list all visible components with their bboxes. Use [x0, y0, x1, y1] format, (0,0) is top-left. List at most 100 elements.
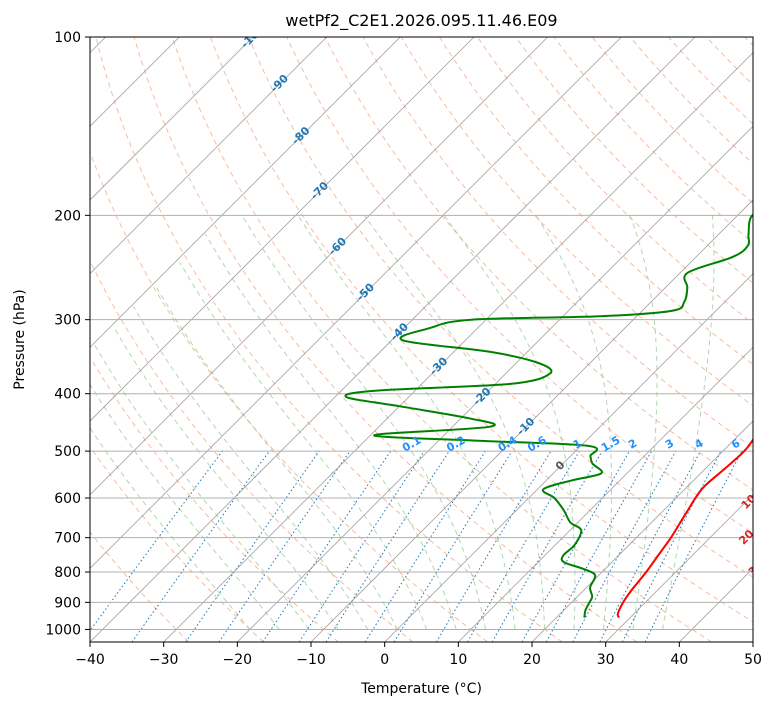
y-tick-label: 300 — [54, 313, 81, 329]
isotherm-line — [90, 37, 327, 275]
isotherm-label: -90 — [268, 72, 291, 95]
dry-adiabat-line — [133, 37, 638, 642]
moist-adiabats — [90, 215, 715, 630]
isotherm-label: -40 — [388, 320, 411, 343]
mixing-ratio-label: 3 — [663, 437, 676, 452]
mixing-ratio-line — [325, 450, 450, 642]
mixing-ratio-line — [185, 450, 320, 642]
mixing-ratio-line — [572, 450, 677, 642]
y-axis-title: Pressure (hPa) — [12, 289, 28, 389]
isotherm-line — [90, 37, 475, 422]
x-axis: −40 −30 −20 −10 0 10 20 30 40 50 — [75, 642, 762, 668]
mixing-ratio-line — [393, 450, 513, 642]
isotherm-label: -30 — [427, 354, 450, 377]
dry-adiabats — [90, 37, 753, 642]
isotherm-line — [90, 37, 254, 201]
plot-frame — [89, 36, 754, 643]
mixing-ratio-line — [467, 450, 580, 642]
dry-adiabat-line — [210, 37, 753, 623]
isotherm-line — [90, 37, 622, 569]
x-tick-label: 20 — [523, 652, 541, 668]
mixing-ratio-line — [435, 450, 552, 642]
mixing-ratio-line — [218, 450, 351, 642]
isotherm-line — [384, 273, 753, 642]
x-tick-label: 50 — [744, 652, 762, 668]
line-labels: 0.10.20.40.611.52346810131620253036-100-… — [238, 37, 775, 603]
isotherm-line — [752, 641, 753, 642]
temperature-profile-line — [616, 437, 753, 619]
x-tick-label: −30 — [149, 652, 179, 668]
mixing-ratio-line — [364, 450, 486, 642]
dry-adiabat-line — [90, 531, 190, 642]
mixing-ratio-line — [298, 450, 425, 642]
dry-adiabat-line — [90, 259, 414, 642]
dry-adiabat-line — [324, 37, 753, 491]
moist-adiabat-line — [241, 215, 487, 630]
dry-adiabat-line — [286, 37, 753, 534]
profiles — [344, 213, 753, 619]
mixing-ratio-label: 8 — [755, 437, 768, 452]
mixing-ratio-line — [644, 450, 743, 642]
x-tick-label: −20 — [223, 652, 253, 668]
y-tick-label: 600 — [54, 491, 81, 507]
y-tick-label: 900 — [54, 595, 81, 611]
dry-adiabat-line — [90, 150, 488, 642]
mixing-ratio-line — [545, 450, 653, 642]
dry-adiabat-line — [90, 356, 339, 642]
dry-adiabat-line — [744, 37, 753, 47]
x-tick-label: 0 — [380, 652, 389, 668]
dry-adiabat-line — [477, 37, 753, 325]
mixing-ratio-line — [90, 450, 223, 632]
x-tick-label: 30 — [597, 652, 615, 668]
dry-adiabat-label: 10 — [739, 492, 759, 512]
isotherm-line — [90, 37, 696, 642]
isotherm-line — [310, 199, 753, 642]
moist-adiabat-line — [535, 215, 612, 630]
y-tick-label: 500 — [54, 444, 81, 460]
dry-adiabat-line — [668, 37, 753, 125]
dry-adiabat-label: 40 — [765, 583, 775, 603]
dewpoint-profile-line — [344, 213, 753, 618]
x-tick-label: 10 — [449, 652, 467, 668]
isotherm-label: -10 — [514, 415, 537, 438]
isotherm-line — [679, 567, 753, 642]
y-tick-label: 700 — [54, 531, 81, 547]
moist-adiabat-line — [90, 383, 280, 630]
dry-adiabat-label: 30 — [746, 558, 766, 578]
moist-adiabat-line — [93, 343, 310, 630]
x-tick-label: 40 — [670, 652, 688, 668]
dry-adiabat-line — [706, 37, 753, 86]
moist-adiabat-line — [661, 215, 715, 630]
moist-adiabat-line — [90, 427, 251, 630]
isotherm-line — [458, 346, 753, 642]
isotherm-line — [90, 37, 401, 348]
moist-adiabat-line — [179, 262, 428, 630]
mixing-ratio-line — [131, 450, 270, 642]
x-axis-title: Temperature (°C) — [360, 681, 482, 697]
moist-adiabat-line — [629, 215, 658, 630]
isotherm-line — [237, 125, 753, 642]
isotherms — [90, 37, 753, 642]
moist-adiabat-line — [133, 306, 369, 630]
pressure-gridlines — [90, 37, 753, 630]
isotherm-line — [163, 52, 753, 642]
mixing-ratio-line — [262, 450, 392, 642]
dry-adiabat-label: 20 — [736, 527, 756, 547]
mixing-ratio-lines — [90, 450, 743, 642]
dry-adiabat-line — [591, 37, 753, 204]
isotherm-label: -20 — [470, 385, 493, 408]
isotherm-label: 0 — [553, 458, 568, 473]
isotherm-line — [531, 420, 753, 642]
dry-adiabat-line — [248, 37, 753, 578]
dry-adiabat-line — [400, 37, 753, 407]
plot-area: 0.10.20.40.611.52346810131620253036-100-… — [90, 37, 775, 642]
y-tick-label: 1000 — [45, 622, 81, 638]
moist-adiabat-line — [204, 233, 457, 630]
y-tick-label: 200 — [54, 208, 81, 224]
isotherm-line — [90, 37, 548, 496]
y-tick-label: 400 — [54, 387, 81, 403]
dry-adiabat-line — [90, 445, 264, 642]
y-tick-label: 100 — [54, 30, 81, 46]
y-axis: 100 200 300 400 500 600 700 800 900 1000 — [45, 30, 90, 638]
